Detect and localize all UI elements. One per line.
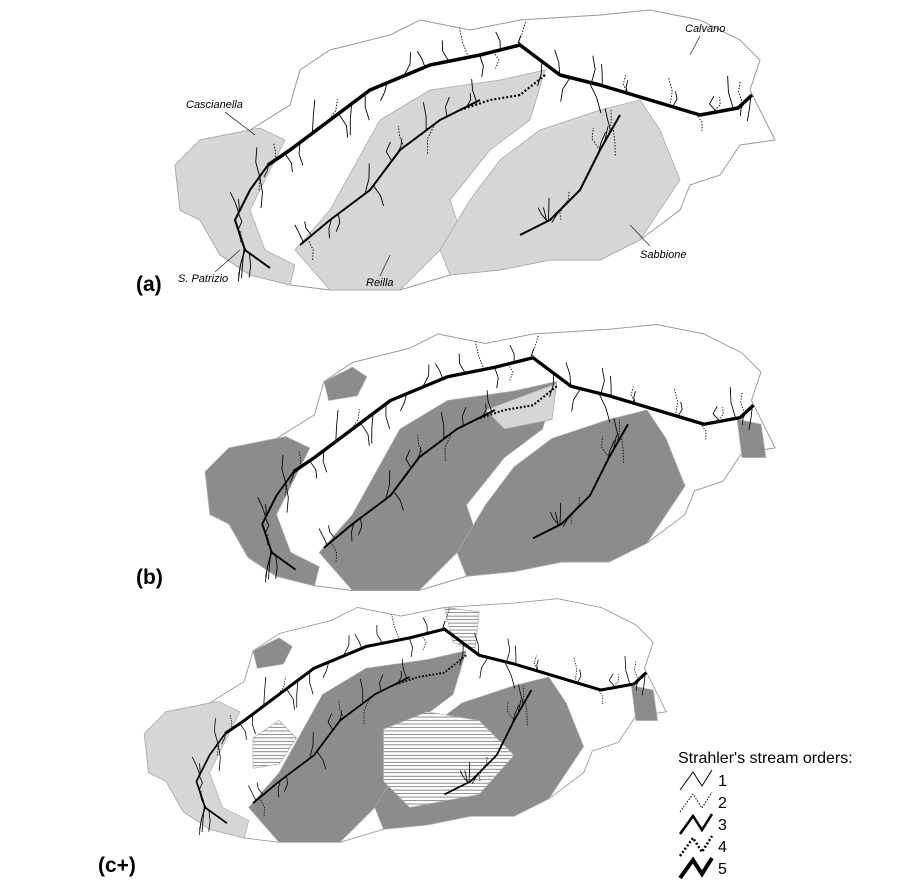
basin-map bbox=[144, 599, 666, 843]
legend: Strahler's stream orders: 1 2 3 4 5 bbox=[678, 750, 853, 878]
basin-name: Sabbione bbox=[640, 249, 687, 261]
legend-item: 1 bbox=[718, 773, 727, 790]
sub-basin bbox=[737, 420, 766, 458]
legend-item: 4 bbox=[718, 839, 727, 856]
basin-name: Calvano bbox=[685, 23, 725, 35]
panel-label: (a) bbox=[136, 273, 162, 296]
basin-name: Reilla bbox=[366, 277, 394, 289]
legend-title: Strahler's stream orders: bbox=[678, 750, 853, 767]
basin-map bbox=[175, 10, 775, 290]
panel-label: (c+) bbox=[98, 854, 136, 877]
sub-basin bbox=[631, 686, 657, 721]
legend-item: 5 bbox=[718, 861, 727, 878]
basin-name: Cascianella bbox=[186, 99, 243, 111]
basin-map bbox=[205, 325, 775, 591]
legend-item: 2 bbox=[718, 795, 727, 812]
basin-name: S. Patrizio bbox=[178, 273, 228, 285]
legend-item: 3 bbox=[718, 817, 727, 834]
figure: (a) (b) (c+) Cascianella Calvano S. Patr… bbox=[0, 0, 904, 885]
panel-label: (b) bbox=[136, 566, 163, 589]
